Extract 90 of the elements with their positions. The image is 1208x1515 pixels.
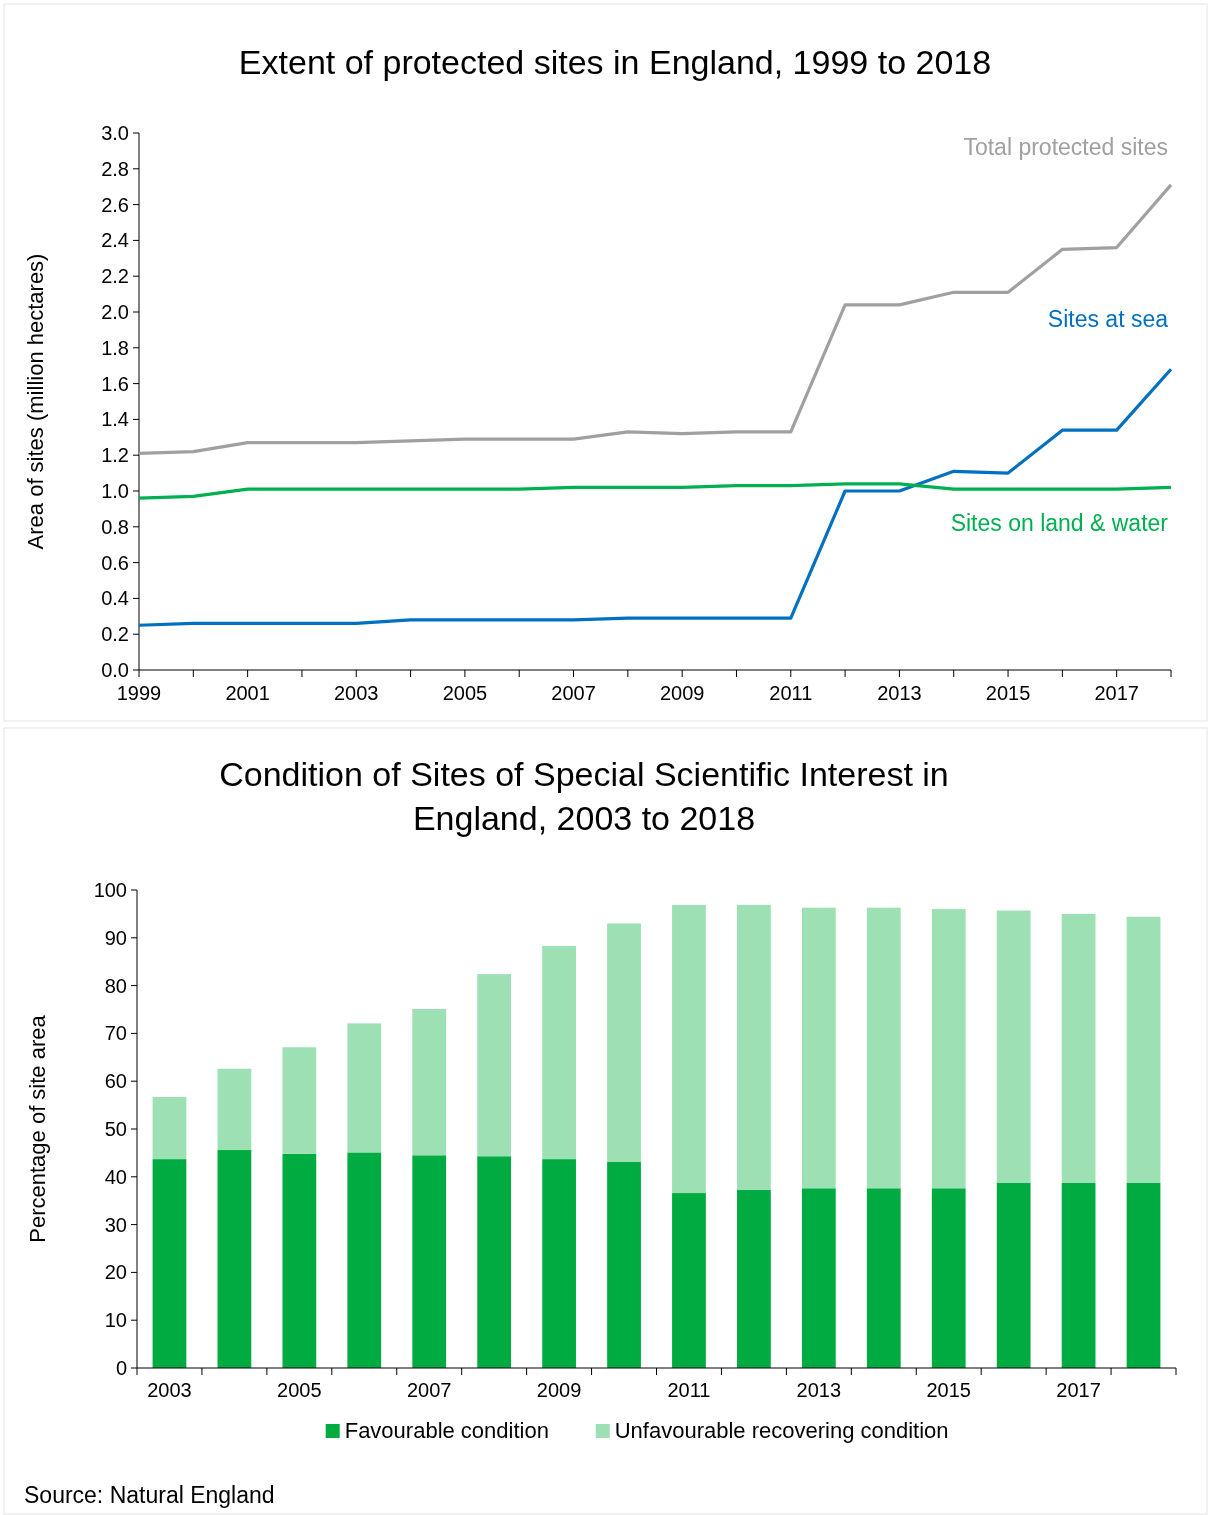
bar	[607, 923, 641, 1162]
bar	[412, 1155, 447, 1368]
line-series	[137, 367, 1173, 627]
bar	[672, 1193, 706, 1368]
y-axis-title: Area of sites (million hectares)	[23, 253, 48, 550]
bar	[152, 1096, 187, 1160]
x-tick-label: 2003	[334, 682, 379, 704]
x-tick-label: 2009	[659, 682, 705, 704]
y-tick-label: 0.6	[101, 551, 129, 574]
bar	[217, 1068, 252, 1151]
y-tick-label: 20	[104, 1261, 127, 1284]
bar	[1126, 1183, 1161, 1368]
y-tick-label: 30	[104, 1213, 127, 1236]
y-tick-label: 1.6	[101, 372, 129, 395]
bar	[996, 910, 1031, 1184]
bar	[607, 1161, 641, 1368]
line-series	[137, 183, 1173, 456]
series-label: Sites on land & water	[950, 510, 1169, 537]
y-tick-label: 2.6	[101, 193, 129, 216]
bar	[152, 1159, 187, 1368]
bar	[347, 1023, 382, 1153]
y-tick-label: 3.0	[101, 122, 129, 144]
y-tick-label: 1.8	[101, 336, 129, 359]
y-tick-label: 1.0	[101, 480, 129, 502]
bar	[412, 1009, 447, 1156]
x-tick-label: 2015	[985, 682, 1031, 704]
chart-title: Condition of Sites of Special Scientific Interest in England, 2003 to 2018	[219, 755, 949, 837]
y-tick-label: 40	[104, 1165, 127, 1188]
y-tick-label: 2.4	[101, 229, 129, 252]
bar	[1061, 913, 1096, 1184]
bar	[737, 1189, 771, 1368]
x-tick-label: 2005	[442, 682, 488, 704]
x-tick-label: 2013	[796, 1379, 842, 1401]
y-tick-label: 1.2	[101, 444, 129, 467]
bar	[801, 1188, 836, 1368]
bar	[931, 909, 966, 1189]
bar	[282, 1153, 317, 1368]
y-tick-label: 0.2	[101, 623, 129, 646]
bar	[542, 1159, 576, 1368]
bar	[931, 1188, 966, 1368]
y-tick-label: 0.0	[101, 659, 129, 681]
bar	[801, 907, 836, 1189]
y-tick-label: 0	[115, 1357, 127, 1379]
x-tick-label: 2017	[1094, 682, 1139, 704]
line-series	[137, 482, 1173, 500]
y-tick-label: 2.2	[101, 265, 129, 288]
bar	[347, 1152, 382, 1368]
legend-label: Unfavourable recovering condition	[614, 1418, 949, 1443]
y-tick-label: 2.8	[101, 157, 129, 180]
bar	[996, 1183, 1031, 1368]
x-tick-label: 2009	[536, 1379, 582, 1401]
bar	[866, 907, 901, 1189]
y-tick-label: 10	[104, 1309, 127, 1332]
chart-title: Extent of protected sites in England, 1999 to 2018	[238, 43, 992, 81]
y-tick-label: 0.8	[101, 515, 129, 538]
bar	[477, 974, 512, 1157]
bar	[737, 904, 771, 1190]
y-tick-label: 2.0	[101, 301, 129, 323]
bar	[217, 1150, 252, 1368]
bar	[542, 945, 576, 1160]
x-tick-label: 2001	[225, 682, 270, 704]
x-tick-label: 2017	[1056, 1379, 1101, 1401]
legend-label: Favourable condition	[344, 1418, 549, 1443]
series-label: Sites at sea	[1047, 306, 1169, 333]
y-tick-label: 0.4	[101, 587, 129, 610]
bar	[477, 1156, 512, 1368]
x-tick-label: 2005	[277, 1379, 322, 1401]
y-tick-label: 1.4	[101, 408, 129, 431]
y-tick-label: 90	[104, 926, 127, 949]
source-note: Source: Natural England	[24, 1482, 275, 1508]
bar	[282, 1047, 317, 1154]
y-tick-label: 50	[104, 1118, 127, 1140]
x-tick-label: 2011	[667, 1379, 711, 1401]
y-tick-label: 70	[104, 1022, 127, 1045]
series-label: Total protected sites	[963, 133, 1168, 160]
x-tick-label: 2015	[926, 1379, 971, 1401]
bar	[1061, 1183, 1096, 1368]
bar	[672, 904, 706, 1194]
x-tick-label: 2011	[769, 682, 813, 704]
x-tick-label: 2003	[147, 1379, 192, 1401]
x-tick-label: 2007	[551, 682, 596, 704]
x-tick-label: 2007	[406, 1379, 452, 1401]
x-tick-label: 1999	[116, 682, 162, 704]
bar	[866, 1188, 901, 1368]
y-tick-label: 60	[104, 1070, 127, 1093]
bar	[1126, 916, 1161, 1184]
y-tick-label: 100	[93, 879, 127, 901]
y-axis-title: Percentage of site area	[25, 1014, 50, 1243]
y-tick-label: 80	[104, 974, 127, 997]
x-tick-label: 2013	[877, 682, 922, 704]
